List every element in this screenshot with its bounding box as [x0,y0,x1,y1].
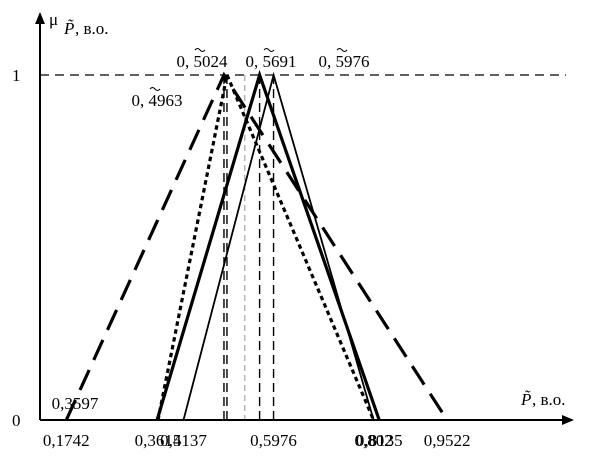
series-line-solid [182,71,375,421]
peak-label: 0, 5976 [319,52,370,71]
y-axis-unit: , в.о. [75,19,109,38]
x-tick-label: 0,1742 [43,431,90,450]
x-tick-label: 0,4137 [160,431,207,450]
axes-layer [35,12,574,425]
peak-label: 0, 5691 [246,52,297,71]
series-layer [64,69,449,421]
series-line-long-dash [64,71,449,421]
x-tick-label: 0,5976 [250,431,297,450]
x-axis-symbol: P̃ [520,390,531,409]
y-axis-subscript-var: P̃ [63,19,74,38]
peak-label: 0, 5024 [177,52,229,71]
y-axis-symbol: μ [49,10,58,29]
x-tick-label: 0,8135 [356,431,403,450]
x-tick-label: 0,3615 [135,431,182,450]
series-line-solid-thick [155,69,381,421]
peak-label-tilde [149,87,161,91]
labels-layer: μ P̃ , в.о. P̃ , в.о. 0 1 0,1742 0,36150,41… [12,10,566,450]
x-inline-label: 0,3597 [52,394,99,413]
x-tick-label: 0,9522 [424,431,471,450]
series-line-dotted [156,69,376,421]
guide-lines-layer [40,74,566,420]
x-axis-unit: , в.о. [532,390,566,409]
x-tick-label: 0,802 [354,431,392,450]
peak-label-tilde [263,48,275,52]
peak-label-tilde [194,48,206,52]
y-tick-label: 0 [12,411,21,430]
y-tick-label: 1 [12,66,21,85]
peak-label: 0, 4963 [132,91,183,110]
peak-label-tilde [336,48,348,52]
